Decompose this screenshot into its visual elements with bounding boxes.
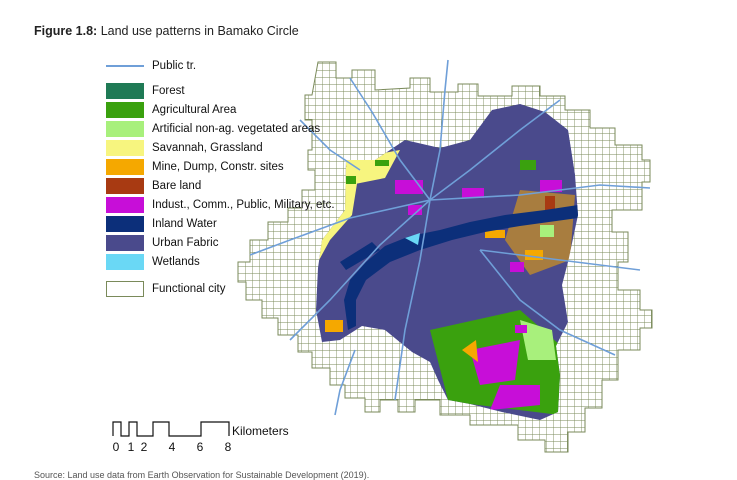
legend-label: Artificial non-ag. vegetated areas <box>152 123 321 135</box>
legend-label: Bare land <box>152 180 202 192</box>
figure-label: Figure 1.8: <box>34 24 98 38</box>
legend-item-functional-city: Functional city <box>106 281 226 297</box>
legend-label: Agricultural Area <box>152 104 237 116</box>
legend-item-agricultural-area: Agricultural Area <box>106 102 236 118</box>
legend-label: Mine, Dump, Constr. sites <box>152 161 284 173</box>
legend-item-savannah-grassland: Savannah, Grassland <box>106 140 263 156</box>
wetlands-swatch <box>106 254 144 270</box>
legend-label: Savannah, Grassland <box>152 142 263 154</box>
scale-tick: 1 <box>127 440 135 454</box>
legend-item-inland-water: Inland Water <box>106 216 217 232</box>
artificial-vegetated-swatch <box>106 121 144 137</box>
inland-water-swatch <box>106 216 144 232</box>
urban-fabric-swatch <box>106 235 144 251</box>
legend-item-mine-dump: Mine, Dump, Constr. sites <box>106 159 284 175</box>
legend-item-artificial-vegetated: Artificial non-ag. vegetated areas <box>106 121 320 137</box>
public-transport-line-icon <box>106 58 144 74</box>
legend-label: Indust., Comm., Public, Military, etc. <box>152 199 335 211</box>
savannah-grassland-swatch <box>106 140 144 156</box>
forest-swatch <box>106 83 144 99</box>
niger-river <box>344 205 578 330</box>
legend-item-industrial: Indust., Comm., Public, Military, etc. <box>106 197 335 213</box>
legend-item-bare-land: Bare land <box>106 178 201 194</box>
bare-land-swatch <box>106 178 144 194</box>
mine-dump-swatch <box>106 159 144 175</box>
legend-label: Wetlands <box>152 256 200 268</box>
functional-city-swatch <box>106 281 144 297</box>
legend-label: Urban Fabric <box>152 237 219 249</box>
scale-tick: 0 <box>112 440 120 454</box>
legend-label: Inland Water <box>152 218 217 230</box>
source-note: Source: Land use data from Earth Observa… <box>34 470 370 480</box>
public-transport-lines <box>249 59 651 416</box>
agricultural-area-swatch <box>106 102 144 118</box>
legend-item-wetlands: Wetlands <box>106 254 200 270</box>
legend-item-urban-fabric: Urban Fabric <box>106 235 218 251</box>
scale-bar: Kilometers 0 1 2 4 6 8 <box>112 418 289 454</box>
scale-tick: 4 <box>168 440 176 454</box>
figure-title-text: Land use patterns in Bamako Circle <box>100 24 299 38</box>
legend-label: Functional city <box>152 283 226 295</box>
legend-item-public-transport: Public tr. <box>106 58 196 74</box>
industrial-swatch <box>106 197 144 213</box>
scale-bar-graphic <box>112 421 230 437</box>
scale-tick: 8 <box>224 440 232 454</box>
scale-tick: 6 <box>196 440 204 454</box>
figure-title: Figure 1.8: Land use patterns in Bamako … <box>34 24 299 38</box>
legend-item-forest: Forest <box>106 83 185 99</box>
scale-unit-label: Kilometers <box>232 424 289 438</box>
scale-tick: 2 <box>140 440 148 454</box>
legend-label: Forest <box>152 85 185 97</box>
legend-label: Public tr. <box>152 60 197 72</box>
